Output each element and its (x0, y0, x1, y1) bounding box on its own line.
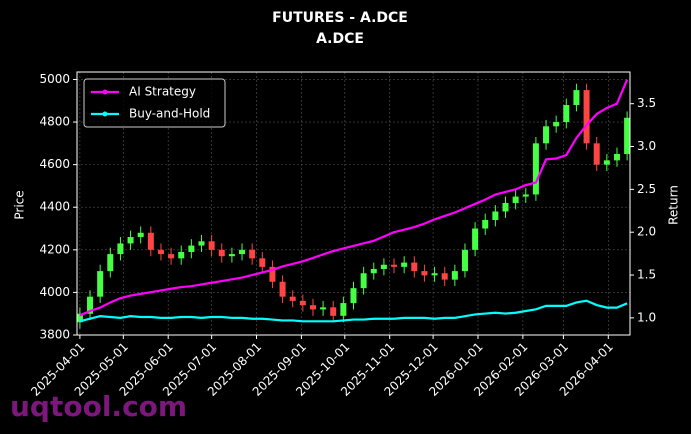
candle-body (137, 232, 144, 238)
candle-body (198, 241, 205, 246)
line-series (79, 79, 629, 317)
candle-body (157, 249, 164, 255)
candle-body (178, 251, 185, 259)
candle-body (401, 262, 408, 267)
candle-body (147, 232, 154, 250)
candle-body (593, 143, 600, 165)
candle-body (441, 273, 448, 280)
watermark: uqtool.com (10, 390, 187, 423)
candle-body (239, 249, 246, 255)
candle-body (360, 273, 367, 289)
y2-tick-label: 3.0 (637, 139, 656, 153)
candle-body (573, 90, 580, 106)
candle-body (127, 237, 134, 244)
candle-body (543, 126, 550, 144)
candle-body (97, 271, 104, 297)
y-tick-label: 4600 (39, 157, 70, 171)
y2-tick-label: 1.0 (637, 310, 656, 324)
candle-body (613, 153, 620, 161)
chart-subtitle: A.DCE (316, 31, 364, 47)
legend-label: Buy-and-Hold (129, 107, 210, 121)
y2-tick-label: 2.5 (637, 182, 656, 196)
candle-body (492, 211, 499, 221)
candle-body (259, 258, 266, 267)
candle-body (350, 288, 357, 304)
candle-body (330, 307, 337, 316)
plot-frame (76, 71, 631, 336)
candle-body (532, 143, 539, 195)
candle-body (512, 196, 519, 203)
candle-body (482, 220, 489, 229)
candle-body (279, 281, 286, 297)
y2-tick-label: 2.0 (637, 225, 656, 239)
y2-axis-label: Return (667, 185, 681, 225)
candle-body (309, 305, 316, 310)
candle-body (391, 264, 398, 267)
legend: AI Strategy Buy-and-Hold (83, 78, 226, 128)
y-tick-label: 4000 (39, 285, 70, 299)
candle-body (583, 90, 590, 144)
candle-body (461, 249, 468, 272)
candle-body (421, 271, 428, 276)
y2-tick-label: 3.5 (637, 96, 656, 110)
legend-label: AI Strategy (129, 85, 196, 99)
candle-body (218, 249, 225, 257)
candle-body (76, 313, 83, 323)
candle-body (502, 202, 509, 212)
candle-body (299, 300, 306, 306)
candle-body (289, 296, 296, 301)
y2-tick-label: 1.5 (637, 268, 656, 282)
candle-body (228, 254, 235, 257)
legend-box (83, 78, 226, 128)
candle-body (107, 254, 114, 272)
legend-marker (102, 111, 108, 117)
candle-body (553, 122, 560, 127)
candle-body (522, 194, 529, 197)
y-tick-label: 4200 (39, 242, 70, 256)
candle-body (472, 228, 479, 250)
line-series (79, 299, 628, 323)
candle-body (411, 262, 418, 272)
candle-body (380, 264, 387, 269)
candle-body (320, 307, 327, 310)
legend-marker (102, 89, 108, 95)
candle-body (451, 271, 458, 280)
candle-body (188, 245, 195, 252)
candle-body (249, 249, 256, 259)
candle-body (603, 160, 610, 165)
y-tick-label: 5000 (39, 72, 70, 86)
candle-body (340, 303, 347, 316)
chart-title: FUTURES - A.DCE (272, 10, 408, 26)
candle-body (208, 241, 215, 250)
y-axis-label: Price (13, 190, 27, 219)
candle-body (563, 105, 570, 123)
y-tick-label: 4800 (39, 115, 70, 129)
candle-body (269, 266, 276, 282)
candle-body (431, 273, 438, 276)
y-tick-label: 3800 (39, 328, 70, 342)
candle-body (624, 117, 631, 154)
candle-body (168, 254, 175, 259)
candle-body (370, 268, 377, 274)
candle-body (87, 296, 94, 314)
candle-body (117, 243, 124, 255)
y-tick-label: 4400 (39, 200, 70, 214)
